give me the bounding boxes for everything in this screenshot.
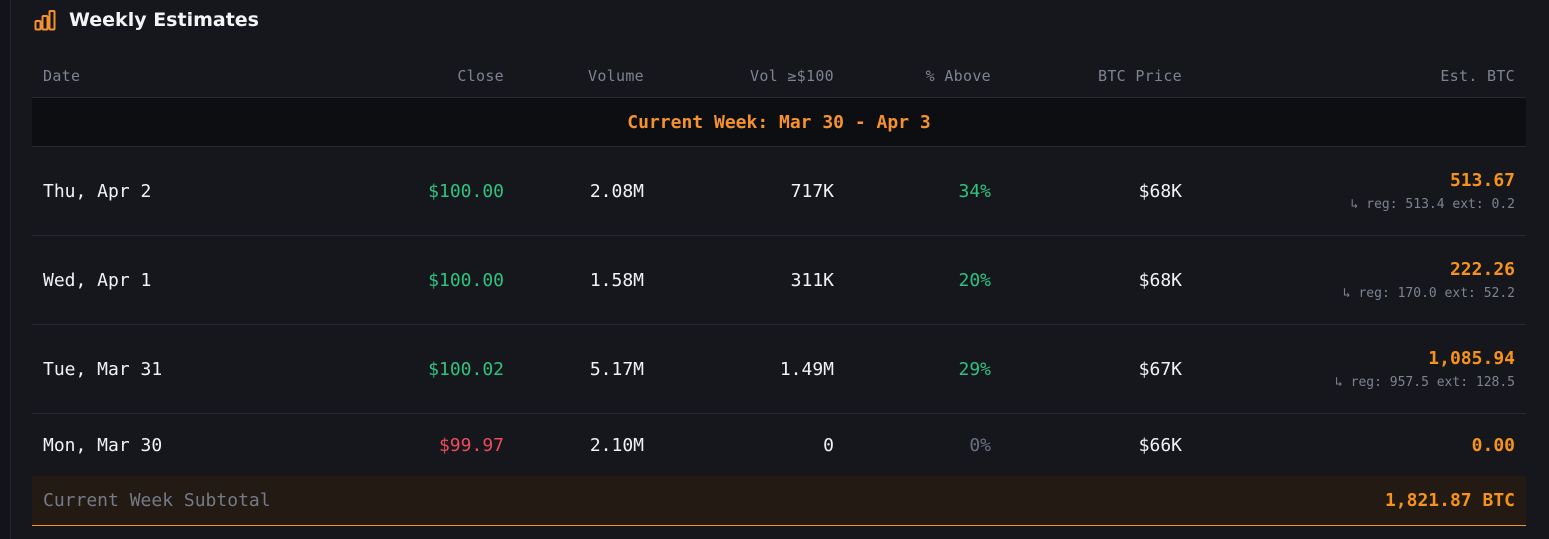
row-pct-above: 34% [958, 180, 991, 202]
row-vol-100: 1.49M [779, 358, 834, 380]
row-est-detail: ↳ reg: 513.4 ext: 0.2 [1350, 196, 1515, 212]
row-pct-above: 29% [958, 358, 991, 380]
row-close: $99.97 [438, 434, 504, 456]
row-pct-above: 20% [958, 269, 991, 291]
row-date: Mon, Mar 30 [43, 434, 163, 456]
column-header-est-btc[interactable]: Est. BTC [1440, 67, 1515, 85]
row-est-detail: ↳ reg: 170.0 ext: 52.2 [1342, 285, 1515, 301]
row-volume: 2.08M [589, 180, 644, 202]
row-est-value: 222.26 [1449, 258, 1515, 280]
row-date: Wed, Apr 1 [43, 269, 152, 291]
row-volume: 2.10M [589, 434, 644, 456]
row-close: $100.02 [428, 358, 504, 380]
row-vol-100: 311K [790, 269, 834, 291]
row-est-btc: 513.67 ↳ reg: 513.4 ext: 0.2 [1351, 147, 1515, 235]
week-label: Current Week: Mar 30 - Apr 3 [627, 111, 931, 133]
row-date: Tue, Mar 31 [43, 358, 163, 380]
row-est-value: 0.00 [1471, 434, 1515, 456]
column-header-vol-100[interactable]: Vol ≥$100 [750, 67, 834, 85]
row-volume: 1.58M [589, 269, 644, 291]
row-est-btc: 1,085.94 ↳ reg: 957.5 ext: 128.5 [1335, 325, 1515, 413]
table-row[interactable]: Tue, Mar 31 $100.02 5.17M 1.49M 29% $67K… [32, 325, 1526, 414]
row-volume: 5.17M [589, 358, 644, 380]
table-header-row: Date Close Volume Vol ≥$100 % Above BTC … [32, 55, 1526, 98]
subtotal-label: Current Week Subtotal [43, 490, 271, 511]
weekly-estimates-card: Weekly Estimates Date Close Volume Vol ≥… [10, 0, 1549, 539]
week-group-header: Current Week: Mar 30 - Apr 3 [32, 98, 1526, 147]
row-pct-above: 0% [969, 434, 991, 456]
column-header-close[interactable]: Close [457, 67, 504, 85]
row-est-value: 513.67 [1449, 169, 1515, 191]
subtotal-value: 1,821.87 BTC [1384, 490, 1515, 511]
row-est-value: 1,085.94 [1428, 347, 1515, 369]
column-header-date[interactable]: Date [43, 67, 81, 85]
table-row[interactable]: Wed, Apr 1 $100.00 1.58M 311K 20% $68K 2… [32, 236, 1526, 325]
row-btc-price: $67K [1138, 358, 1182, 380]
row-close: $100.00 [428, 269, 504, 291]
row-btc-price: $68K [1138, 180, 1182, 202]
column-header-pct-above[interactable]: % Above [925, 67, 991, 85]
row-btc-price: $66K [1138, 434, 1182, 456]
row-vol-100: 0 [823, 434, 834, 456]
card-title: Weekly Estimates [69, 9, 259, 31]
row-vol-100: 717K [790, 180, 834, 202]
row-est-detail: ↳ reg: 957.5 ext: 128.5 [1334, 374, 1515, 390]
subtotal-row: Current Week Subtotal 1,821.87 BTC [32, 476, 1526, 526]
estimates-table: Date Close Volume Vol ≥$100 % Above BTC … [32, 55, 1526, 526]
table-row[interactable]: Mon, Mar 30 $99.97 2.10M 0 0% $66K 0.00 [32, 414, 1526, 476]
card-header: Weekly Estimates [33, 6, 259, 34]
row-close: $100.00 [428, 180, 504, 202]
row-est-btc: 222.26 ↳ reg: 170.0 ext: 52.2 [1343, 236, 1515, 324]
column-header-btc-price[interactable]: BTC Price [1098, 67, 1182, 85]
column-header-volume[interactable]: Volume [588, 67, 644, 85]
table-row[interactable]: Thu, Apr 2 $100.00 2.08M 717K 34% $68K 5… [32, 147, 1526, 236]
row-btc-price: $68K [1138, 269, 1182, 291]
row-date: Thu, Apr 2 [43, 180, 152, 202]
bar-chart-icon [33, 8, 57, 32]
